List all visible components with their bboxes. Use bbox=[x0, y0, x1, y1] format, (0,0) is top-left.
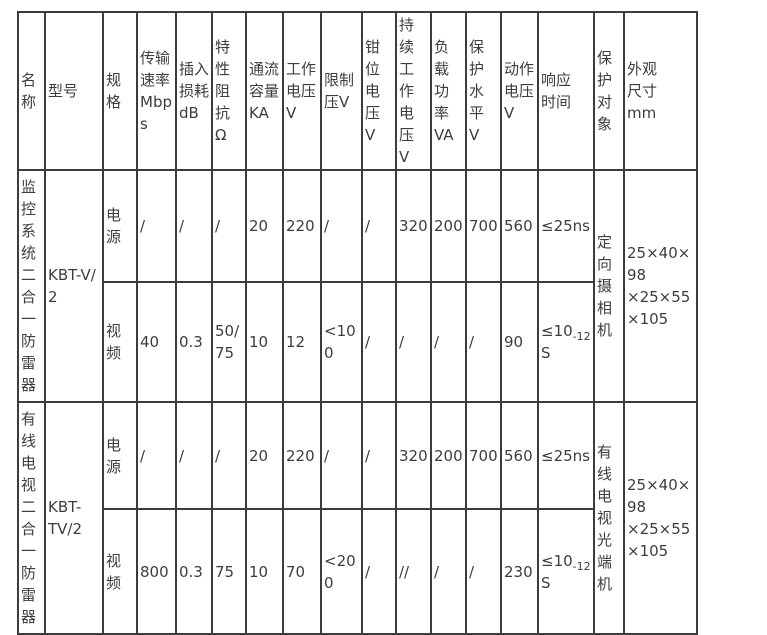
response-value: ≤10 bbox=[541, 551, 573, 570]
cell-working-voltage: 70 bbox=[282, 508, 322, 635]
protected-object-cell: 定向 摄相 机 bbox=[593, 169, 625, 403]
spec-cell: 视频 bbox=[102, 508, 138, 635]
cell-protection-level: 700 bbox=[465, 401, 502, 510]
cell-protection-level: / bbox=[465, 508, 502, 635]
cell-impedance: 75 bbox=[211, 508, 247, 635]
cell-transfer-rate: 40 bbox=[136, 281, 177, 403]
cell-limiting-voltage: <100 bbox=[320, 281, 363, 403]
header-row: 名 称 型号 规格 传输 速率 Mbps 插入 损耗 dB 特性 阻抗 Ω 通流… bbox=[17, 11, 698, 171]
header-protection-level-v: 保护 水平 V bbox=[465, 11, 502, 171]
cell-insertion-loss: / bbox=[175, 401, 213, 510]
cell-response-time: ≤25ns bbox=[537, 169, 595, 283]
cell-impedance: 50/75 bbox=[211, 281, 247, 403]
cell-load-power: 200 bbox=[430, 401, 467, 510]
header-impedance-ohm: 特性 阻抗 Ω bbox=[211, 11, 247, 171]
cell-impedance: / bbox=[211, 401, 247, 510]
cell-load-power: / bbox=[430, 508, 467, 635]
cell-protection-level: 700 bbox=[465, 169, 502, 283]
cell-continuous-voltage: 320 bbox=[395, 401, 432, 510]
table-row: 有 线 电 视 二 合 一 防 雷 器 KBT- TV/2 电源 / / / 2… bbox=[17, 401, 698, 635]
cell-load-power: / bbox=[430, 281, 467, 403]
cell-clamping-voltage: / bbox=[361, 281, 397, 403]
model-cell: KBT-V/2 bbox=[44, 169, 104, 403]
cell-clamping-voltage: / bbox=[361, 401, 397, 510]
header-limiting-voltage-v: 限制 压V bbox=[320, 11, 363, 171]
header-spec: 规格 bbox=[102, 11, 138, 171]
model-cell: KBT- TV/2 bbox=[44, 401, 104, 635]
cell-working-voltage: 12 bbox=[282, 281, 322, 403]
header-model: 型号 bbox=[44, 11, 104, 171]
cell-transfer-rate: / bbox=[136, 169, 177, 283]
table-row: 视频 40 0.3 50/75 10 12 <100 / / / / 90 ≤1… bbox=[18, 281, 697, 403]
response-unit: S bbox=[541, 573, 551, 592]
cell-continuous-voltage: // bbox=[395, 508, 432, 635]
response-value: ≤25ns bbox=[541, 446, 590, 465]
cell-continuous-voltage: / bbox=[395, 281, 432, 403]
cell-working-voltage: 220 bbox=[282, 169, 322, 283]
header-dimensions-mm: 外观 尺寸 mm bbox=[623, 11, 698, 171]
cell-response-time: ≤25ns bbox=[537, 401, 595, 510]
protected-object-cell: 有线 电视 光端 机 bbox=[593, 401, 625, 635]
product-name-cell: 监 控 系 统 二 合 一 防 雷 器 bbox=[17, 169, 46, 403]
cell-limiting-voltage: <200 bbox=[320, 508, 363, 635]
cell-action-voltage: 560 bbox=[500, 169, 539, 283]
response-subscript: -12 bbox=[572, 559, 591, 573]
cell-response-time: ≤10-12 S bbox=[537, 508, 595, 635]
cell-load-power: 200 bbox=[430, 169, 467, 283]
header-clamping-voltage-v: 钳 位 电 压 V bbox=[361, 11, 397, 171]
cell-current-capacity: 10 bbox=[245, 508, 284, 635]
spec-cell: 电源 bbox=[102, 169, 138, 283]
cell-response-time: ≤10-12 S bbox=[537, 281, 595, 403]
header-working-voltage-v: 工作 电压 V bbox=[282, 11, 322, 171]
header-continuous-working-voltage-v: 持续 工作 电压 V bbox=[395, 11, 432, 171]
header-transfer-rate-mbps: 传输 速率 Mbps bbox=[136, 11, 177, 171]
product-name-cell: 有 线 电 视 二 合 一 防 雷 器 bbox=[17, 401, 46, 635]
cell-limiting-voltage: / bbox=[320, 401, 363, 510]
header-name: 名 称 bbox=[17, 11, 46, 171]
header-action-voltage-v: 动作 电压 V bbox=[500, 11, 539, 171]
dimensions-cell: 25×40×98 ×25×55 ×105 bbox=[623, 401, 698, 635]
header-response-time: 响应 时间 bbox=[537, 11, 595, 171]
header-current-capacity-ka: 通流 容量 KA bbox=[245, 11, 284, 171]
dimensions-cell: 25×40×98 ×25×55 ×105 bbox=[623, 169, 698, 403]
cell-current-capacity: 20 bbox=[245, 169, 284, 283]
response-unit: S bbox=[541, 344, 551, 362]
response-subscript: -12 bbox=[572, 330, 591, 343]
cell-insertion-loss: 0.3 bbox=[175, 508, 213, 635]
cell-clamping-voltage: / bbox=[361, 508, 397, 635]
header-load-power-va: 负载 功率 VA bbox=[430, 11, 467, 171]
header-insertion-loss-db: 插入 损耗 dB bbox=[175, 11, 213, 171]
cell-limiting-voltage: / bbox=[320, 169, 363, 283]
cell-continuous-voltage: 320 bbox=[395, 169, 432, 283]
response-value: ≤10 bbox=[541, 322, 573, 340]
response-value: ≤25ns bbox=[541, 217, 590, 235]
cell-action-voltage: 90 bbox=[500, 281, 539, 403]
cell-impedance: / bbox=[211, 169, 247, 283]
spec-cell: 视频 bbox=[102, 281, 138, 403]
spec-cell: 电源 bbox=[102, 401, 138, 510]
spec-table: 名 称 型号 规格 传输 速率 Mbps 插入 损耗 dB 特性 阻抗 Ω 通流… bbox=[17, 11, 698, 635]
cell-action-voltage: 560 bbox=[500, 401, 539, 510]
cell-protection-level: / bbox=[465, 281, 502, 403]
cell-clamping-voltage: / bbox=[361, 169, 397, 283]
cell-insertion-loss: / bbox=[175, 169, 213, 283]
cell-working-voltage: 220 bbox=[282, 401, 322, 510]
table-row: 监 控 系 统 二 合 一 防 雷 器 KBT-V/2 电源 / / / 20 … bbox=[17, 169, 698, 403]
header-protected-object: 保 护 对 象 bbox=[593, 11, 625, 171]
cell-current-capacity: 10 bbox=[245, 281, 284, 403]
cell-transfer-rate: 800 bbox=[136, 508, 177, 635]
cell-action-voltage: 230 bbox=[500, 508, 539, 635]
cell-current-capacity: 20 bbox=[245, 401, 284, 510]
cell-insertion-loss: 0.3 bbox=[175, 281, 213, 403]
cell-transfer-rate: / bbox=[136, 401, 177, 510]
